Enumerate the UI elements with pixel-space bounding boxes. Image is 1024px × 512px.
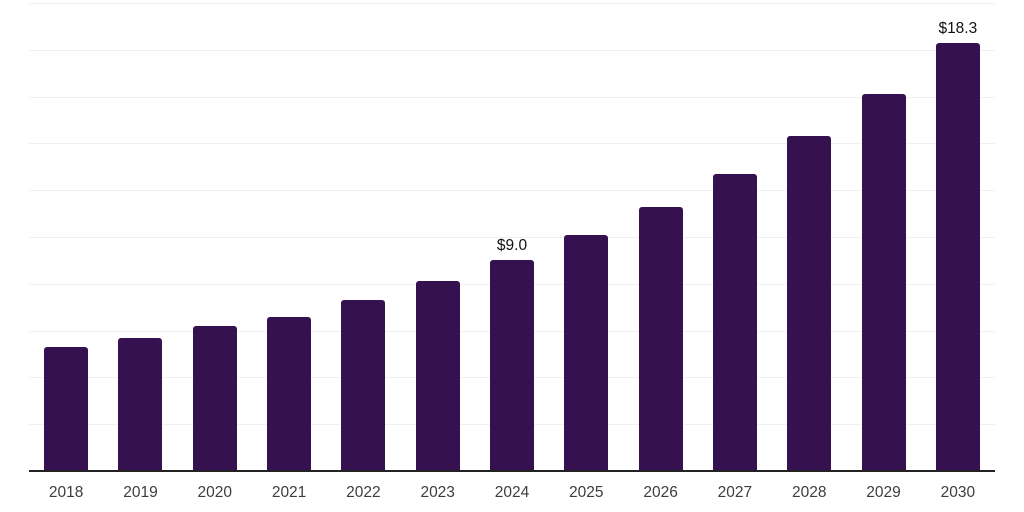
bar-2019 [118,338,162,471]
x-tick-label-2019: 2019 [123,484,158,501]
x-tick-label-2023: 2023 [420,484,455,501]
x-tick-label-2024: 2024 [494,484,530,501]
bar-2025 [564,235,608,471]
x-tick-label-2026: 2026 [643,484,678,501]
bar-2028 [787,136,831,471]
x-axis-baseline [29,470,995,472]
bar-2026 [639,207,683,471]
gridline-18 [29,50,995,51]
bar-2022 [341,300,385,471]
x-tick-label-2025: 2025 [569,484,604,501]
bar-2020 [193,326,237,471]
gridline-12 [29,190,995,191]
x-tick-label-2030: 2030 [940,484,976,501]
x-tick-label-2029: 2029 [866,484,901,501]
gridline-20 [29,3,995,4]
bar-2018 [44,347,88,471]
x-tick-label-2018: 2018 [48,484,84,501]
data-label-2024: $9.0 [496,237,528,254]
data-label-2030: $18.3 [938,20,978,37]
bar-2023 [416,281,460,471]
gridline-14 [29,143,995,144]
gridline-16 [29,97,995,98]
x-tick-label-2022: 2022 [346,484,381,501]
bar-2027 [713,174,757,471]
x-tick-label-2028: 2028 [791,484,827,501]
bar-2024 [490,260,534,471]
bar-2030 [936,43,980,471]
bar-2021 [267,317,311,471]
bar-2029 [862,94,906,471]
x-tick-label-2027: 2027 [717,484,753,501]
gridline-10 [29,237,995,238]
x-tick-label-2020: 2020 [197,484,233,501]
x-tick-label-2021: 2021 [271,484,307,501]
